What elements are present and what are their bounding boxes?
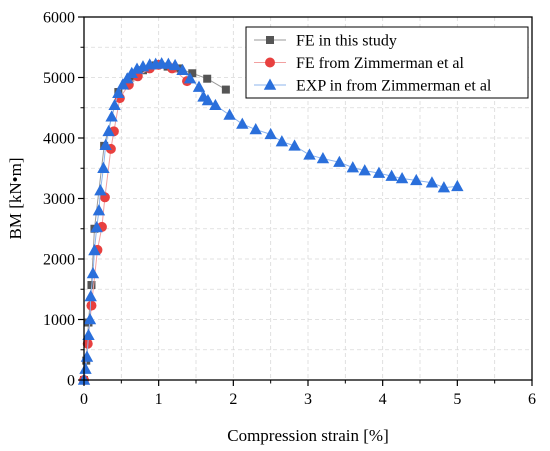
y-tick-label: 1000	[43, 312, 75, 329]
data-point	[112, 86, 125, 98]
legend-marker-triangle	[263, 78, 277, 90]
y-tick-label: 2000	[43, 252, 75, 269]
data-point	[201, 93, 215, 106]
y-axis-title: BM [kN•m]	[6, 158, 25, 240]
data-point	[176, 63, 189, 75]
data-point	[223, 108, 236, 120]
data-point	[333, 155, 346, 167]
x-tick-label: 3	[304, 391, 312, 408]
x-axis-title: Compression strain [%]	[227, 426, 388, 445]
x-tick-label: 5	[453, 391, 461, 408]
data-point	[102, 124, 115, 137]
x-tick-label: 2	[229, 391, 237, 408]
data-point	[316, 152, 330, 164]
data-point	[108, 98, 121, 111]
data-point	[395, 172, 409, 184]
data-point	[79, 362, 92, 374]
y-tick-label: 4000	[43, 131, 75, 148]
y-tick-label: 6000	[43, 10, 75, 27]
data-point	[94, 184, 107, 196]
data-point	[203, 74, 212, 83]
legend-label: EXP in from Zimmerman et al	[296, 78, 492, 95]
axis-ticks: 0 1 2 3 4 5 6 0 1000 2000 3000 4000 5000 6000	[43, 10, 536, 409]
data-point	[275, 135, 289, 147]
data-point	[372, 166, 386, 178]
data-point	[105, 110, 118, 122]
data-point	[249, 123, 262, 135]
data-point	[188, 69, 197, 78]
y-tick-label: 5000	[43, 70, 75, 87]
legend-entry: FE from Zimmerman et al	[254, 55, 465, 72]
legend-label: FE in this study	[296, 33, 397, 50]
y-tick-label: 0	[67, 373, 75, 390]
data-point	[451, 179, 464, 192]
data-point	[425, 176, 439, 188]
data-point	[90, 221, 103, 233]
plot-series	[77, 57, 464, 385]
legend: FE in this study FE from Zimmerman et al E…	[245, 26, 529, 99]
x-tick-label: 4	[379, 391, 387, 408]
legend-label: FE from Zimmerman et al	[296, 55, 465, 72]
data-point	[84, 290, 97, 302]
legend-entry: EXP in from Zimmerman et al	[254, 78, 492, 95]
data-point	[288, 139, 301, 151]
legend-entry: FE in this study	[254, 33, 397, 50]
data-point	[82, 328, 95, 340]
x-tick-label: 0	[80, 391, 88, 408]
x-tick-label: 6	[528, 391, 536, 408]
data-point	[303, 148, 316, 160]
x-tick-label: 1	[155, 391, 163, 408]
legend-marker-circle	[265, 57, 275, 68]
data-point	[86, 300, 97, 311]
data-point	[168, 58, 182, 71]
data-point	[92, 204, 106, 216]
y-tick-label: 3000	[43, 191, 75, 208]
data-point	[99, 138, 112, 150]
series-3	[77, 57, 464, 385]
data-point	[437, 181, 451, 193]
data-point	[183, 72, 197, 84]
legend-box	[245, 26, 529, 99]
data-point	[86, 267, 100, 279]
data-point	[358, 164, 371, 176]
data-point	[264, 127, 277, 140]
data-point	[83, 312, 97, 325]
data-point	[88, 244, 101, 256]
data-point	[221, 85, 230, 94]
legend-marker-square	[266, 36, 274, 44]
data-point	[192, 80, 206, 92]
data-point	[209, 98, 222, 111]
legend-entries: FE in this study FE from Zimmerman et al E…	[254, 33, 492, 95]
data-point	[410, 173, 423, 186]
data-point	[236, 117, 249, 129]
data-point	[97, 161, 110, 173]
data-point	[385, 169, 398, 181]
data-point	[346, 161, 359, 173]
data-point	[116, 78, 130, 90]
